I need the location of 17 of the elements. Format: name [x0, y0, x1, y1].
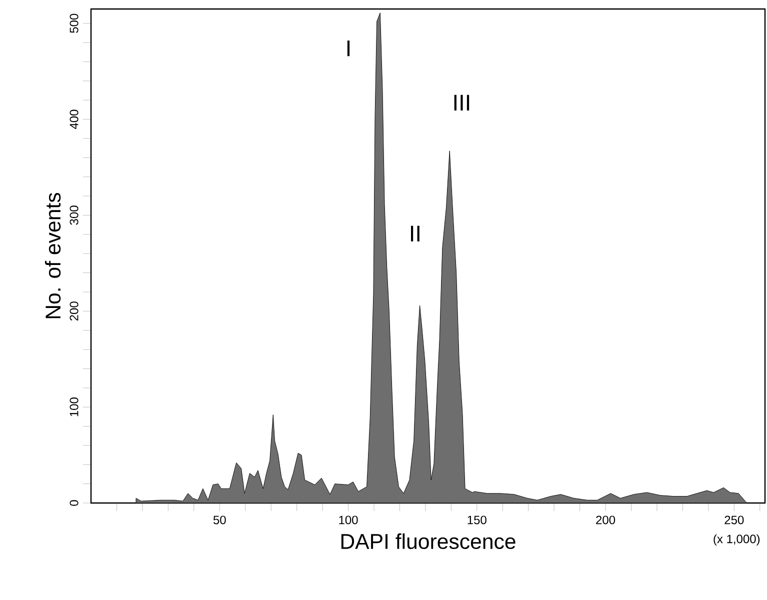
annotation: I [347, 40, 350, 56]
x-tick-label: 50 [213, 516, 226, 524]
x-tick-label: 100 [339, 516, 358, 524]
text: (x 1,000) [714, 534, 760, 546]
annotation: II [410, 226, 420, 242]
y-tick-label: 200 [70, 302, 78, 321]
x-tick-label: 250 [724, 516, 744, 524]
y-axis-title: No. of events [45, 192, 61, 318]
y-tick-label: 500 [70, 14, 78, 33]
annotation: III [454, 94, 470, 110]
y-tick-label: 300 [70, 206, 78, 225]
y-tick-label: 100 [70, 398, 78, 416]
y-tick-label: 400 [70, 110, 78, 130]
x-axis-title: DAPI fluorescence [341, 533, 516, 550]
x-tick-label: 200 [596, 516, 616, 524]
y-tick-label: 0 [70, 500, 78, 506]
x-tick-label: 150 [468, 516, 486, 524]
